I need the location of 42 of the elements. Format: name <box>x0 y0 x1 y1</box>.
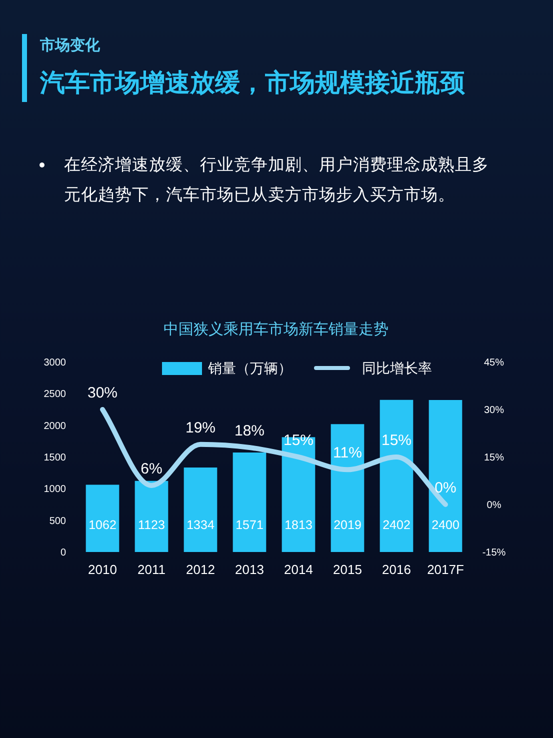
y-tick-label: 2500 <box>44 389 66 400</box>
y-tick-label: 1000 <box>44 484 66 496</box>
x-tick-label: 2013 <box>235 562 264 577</box>
y2-tick-label: 45% <box>484 358 504 368</box>
data-label: 15% <box>283 432 314 449</box>
data-label: 2019 <box>334 518 362 532</box>
data-label: 2402 <box>382 518 410 532</box>
x-tick-label: 2010 <box>88 562 117 577</box>
data-label: 1571 <box>236 518 264 532</box>
x-tick-label: 2016 <box>382 562 411 577</box>
data-label: 15% <box>381 432 412 449</box>
text: 市场变化 <box>40 36 100 55</box>
y-tick-label: 0 <box>60 548 66 558</box>
legend-label: 销量（万辆） <box>207 360 292 376</box>
y2-tick-label: 0% <box>486 500 502 511</box>
x-tick-label: 2015 <box>333 562 362 577</box>
chart-title: 中国狭义乘用车市场新车销量走势 <box>164 321 388 338</box>
y-tick-label: 1500 <box>44 452 66 464</box>
y-tick-label: 3000 <box>44 358 66 368</box>
data-label: 18% <box>234 422 265 440</box>
y2-tick-label: 30% <box>484 405 504 416</box>
data-label: 2400 <box>432 518 460 532</box>
y2-tick-label: 15% <box>484 452 504 464</box>
data-label: 1334 <box>186 518 214 532</box>
data-label: 0% <box>434 480 456 496</box>
data-label: 19% <box>185 419 216 436</box>
data-label: 30% <box>87 384 118 402</box>
data-label: 1123 <box>138 518 165 532</box>
data-label: 1813 <box>284 518 312 532</box>
x-tick-label: 2014 <box>284 562 313 577</box>
x-tick-label: 2017F <box>427 562 464 577</box>
legend-label: 同比增长率 <box>362 360 432 376</box>
y2-tick-label: -15% <box>482 548 506 558</box>
data-label: 11% <box>333 444 362 462</box>
text: 在经济增速放缓、行业竞争加剧、用户消费理念成熟且多元化趋势下，汽车市场已从卖方市场步入买方市场。 <box>64 155 490 206</box>
data-label: 1062 <box>88 518 116 532</box>
x-tick-label: 2011 <box>138 562 166 577</box>
x-tick-label: 2012 <box>186 562 215 577</box>
data-label: 6% <box>140 460 162 478</box>
y-tick-label: 500 <box>49 516 66 527</box>
y-tick-label: 2000 <box>44 420 66 432</box>
text: 汽车市场增速放缓，市场规模接近瓶颈 <box>40 68 465 99</box>
